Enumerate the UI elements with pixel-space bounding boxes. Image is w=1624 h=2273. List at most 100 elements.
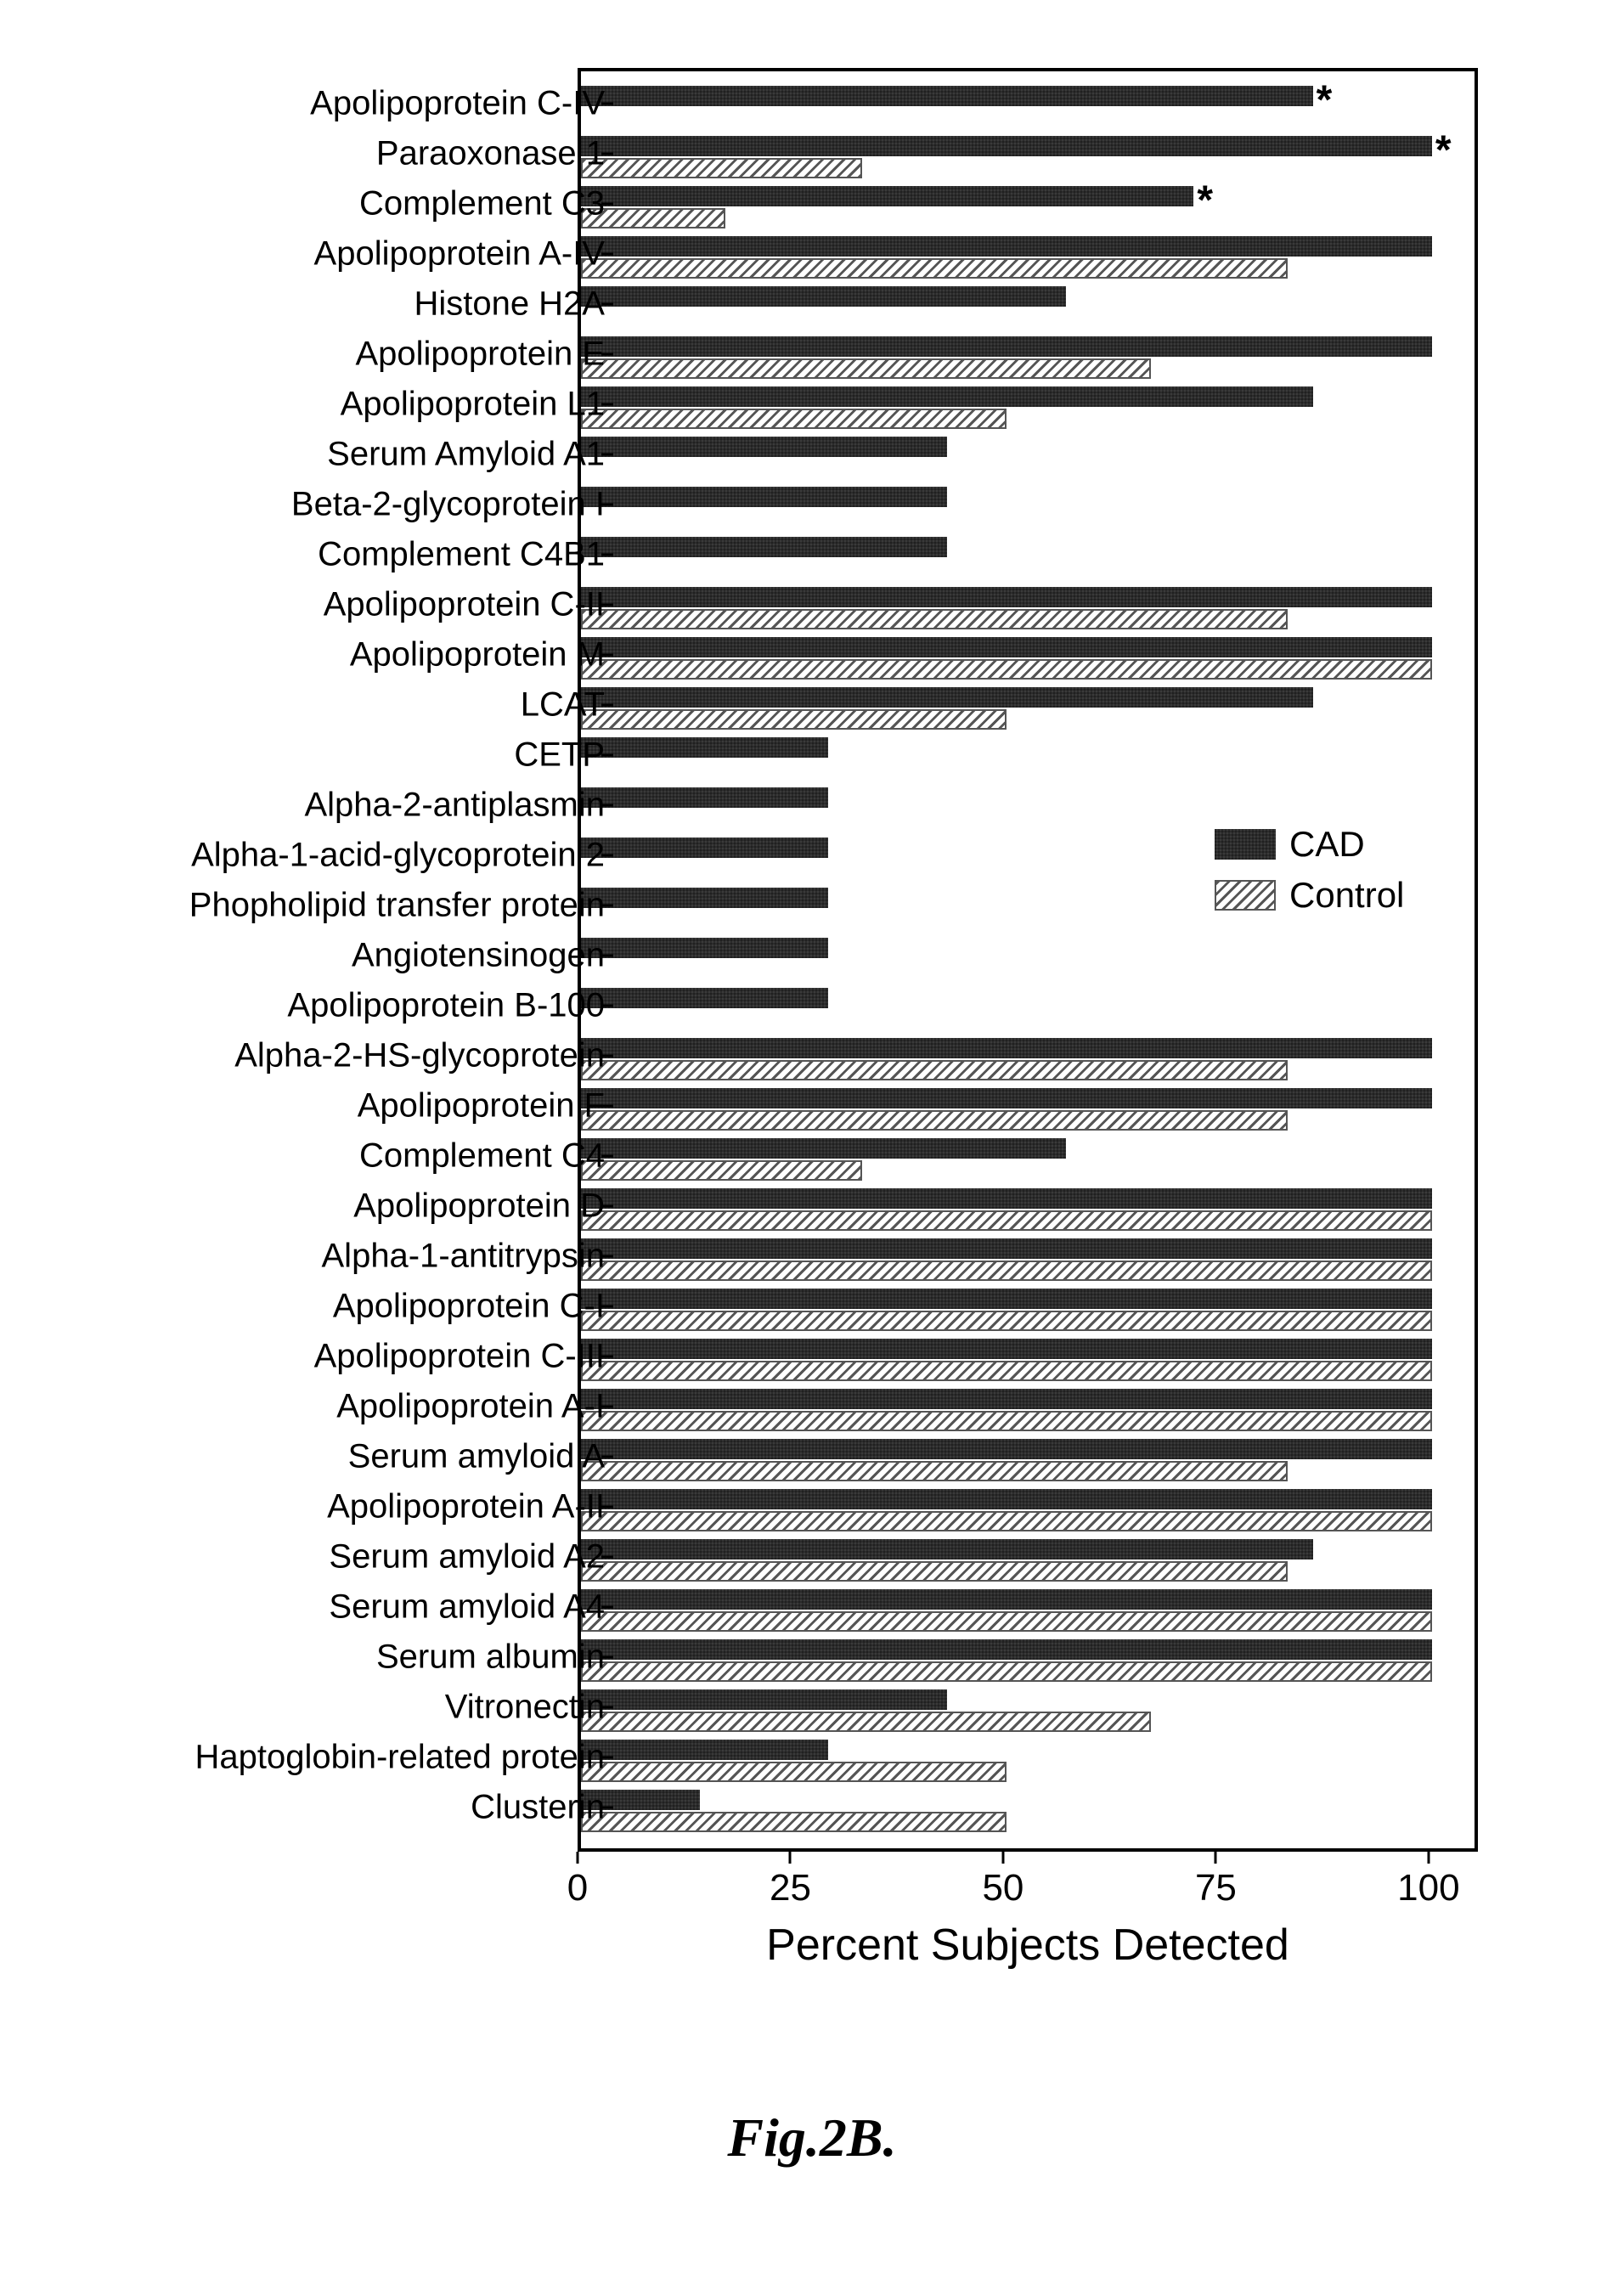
- x-tick-mark: [1215, 1852, 1217, 1864]
- y-tick-mark: [601, 1706, 613, 1708]
- y-tick-label: Apolipoprotein C-I: [333, 1287, 605, 1325]
- bar-control: [581, 659, 1432, 680]
- bar-cad: [581, 136, 1432, 156]
- y-tick-mark: [601, 1655, 613, 1658]
- bar-cad: [581, 1740, 828, 1760]
- bar-control: [581, 1712, 1151, 1732]
- legend-item-control: Control: [1215, 875, 1452, 916]
- y-tick-label: Alpha-2-HS-glycoprotein: [234, 1036, 605, 1074]
- y-tick-label: Complement C4B1: [318, 535, 605, 573]
- y-tick-mark: [601, 1555, 613, 1558]
- y-tick-mark: [601, 252, 613, 255]
- y-tick-mark: [601, 1455, 613, 1458]
- bar-cad: [581, 537, 947, 557]
- y-tick-label: Apolipoprotein M: [350, 635, 605, 674]
- y-tick-mark: [601, 703, 613, 706]
- y-tick-mark: [601, 1756, 613, 1758]
- bar-control: [581, 1461, 1288, 1481]
- y-tick-mark: [601, 1405, 613, 1407]
- x-tick-label: 50: [982, 1867, 1023, 1909]
- bar-cad: [581, 186, 1193, 206]
- y-tick-label: Apolipoprotein C-II: [324, 585, 605, 623]
- bar-control: [581, 1411, 1432, 1431]
- y-tick-label: Alpha-2-antiplasmin: [304, 786, 605, 824]
- y-tick-label: Apolipoprotein B-100: [287, 986, 605, 1024]
- bar-cad: [581, 487, 947, 507]
- bar-cad: [581, 587, 1432, 607]
- y-tick-mark: [601, 753, 613, 756]
- x-tick-mark: [577, 1852, 579, 1864]
- bar-cad: [581, 1689, 947, 1710]
- y-tick-label: Serum albumin: [376, 1638, 605, 1676]
- y-tick-mark: [601, 1204, 613, 1207]
- chart-container: *** Apolipoprotein C-IV Paraoxonase 1 Co…: [110, 68, 1514, 1979]
- bar-cad: [581, 286, 1066, 307]
- bar-cad: [581, 787, 828, 808]
- y-tick-mark: [601, 453, 613, 455]
- y-tick-label: Paraoxonase 1: [376, 134, 605, 172]
- bar-cad: [581, 1439, 1432, 1459]
- y-tick-mark: [601, 1104, 613, 1107]
- bar-control: [581, 1611, 1432, 1632]
- bar-control: [581, 1261, 1432, 1281]
- bar-cad: [581, 1539, 1313, 1560]
- bar-cad: [581, 1639, 1432, 1660]
- y-tick-label: Apolipoprotein L1: [341, 385, 605, 423]
- y-tick-label: Complement C4: [359, 1136, 605, 1175]
- y-tick-mark: [601, 1505, 613, 1508]
- y-tick-mark: [601, 1806, 613, 1808]
- bar-cad: [581, 86, 1313, 106]
- bar-cad: [581, 637, 1432, 657]
- bar-cad: [581, 1088, 1432, 1108]
- y-tick-mark: [601, 854, 613, 856]
- y-tick-mark: [601, 353, 613, 355]
- bar-cad: [581, 1289, 1432, 1309]
- significance-star-icon: *: [1317, 76, 1333, 123]
- bars-inner: ***: [581, 71, 1475, 1848]
- y-tick-label: Apolipoprotein C-III: [314, 1337, 605, 1375]
- legend-label-cad: CAD: [1289, 824, 1365, 865]
- legend: CAD Control: [1215, 824, 1452, 926]
- legend-item-cad: CAD: [1215, 824, 1452, 865]
- bar-cad: [581, 988, 828, 1008]
- bar-cad: [581, 1489, 1432, 1509]
- y-tick-mark: [601, 1305, 613, 1307]
- bar-cad: [581, 236, 1432, 257]
- bar-control: [581, 709, 1007, 730]
- y-tick-label: Clusterin: [471, 1788, 605, 1826]
- y-tick-label: Serum amyloid A: [348, 1437, 605, 1475]
- y-tick-label: Apolipoprotein A-IV: [314, 234, 605, 273]
- bar-cad: [581, 737, 828, 758]
- bar-control: [581, 1361, 1432, 1381]
- bar-control: [581, 358, 1151, 379]
- bar-cad: [581, 1339, 1432, 1359]
- bar-control: [581, 1160, 862, 1181]
- x-tick-label: 25: [770, 1867, 811, 1909]
- bar-control: [581, 1210, 1432, 1231]
- x-tick-mark: [789, 1852, 792, 1864]
- bar-control: [581, 1110, 1288, 1131]
- bar-cad: [581, 888, 828, 908]
- bar-cad: [581, 1589, 1432, 1610]
- x-tick-label: 75: [1195, 1867, 1237, 1909]
- bar-cad: [581, 1138, 1066, 1159]
- y-tick-mark: [601, 302, 613, 305]
- legend-label-control: Control: [1289, 875, 1404, 916]
- bar-control: [581, 409, 1007, 429]
- y-tick-label: Apolipoprotein C-IV: [310, 84, 605, 122]
- y-tick-label: Vitronectin: [445, 1688, 605, 1726]
- bar-control: [581, 1762, 1007, 1782]
- y-tick-mark: [601, 954, 613, 956]
- bar-cad: [581, 1038, 1432, 1058]
- bar-control: [581, 609, 1288, 629]
- y-tick-label: Apolipoprotein A-I: [336, 1387, 605, 1425]
- y-tick-label: Apolipoprotein D: [353, 1187, 605, 1225]
- bar-control: [581, 1060, 1288, 1080]
- bar-cad: [581, 838, 828, 858]
- x-axis: Percent Subjects Detected 0255075100: [578, 1852, 1478, 1954]
- y-tick-label: LCAT: [521, 685, 605, 724]
- y-tick-label: Serum Amyloid A1: [327, 435, 605, 473]
- bar-cad: [581, 1238, 1432, 1259]
- y-tick-mark: [601, 202, 613, 205]
- y-tick-mark: [601, 403, 613, 405]
